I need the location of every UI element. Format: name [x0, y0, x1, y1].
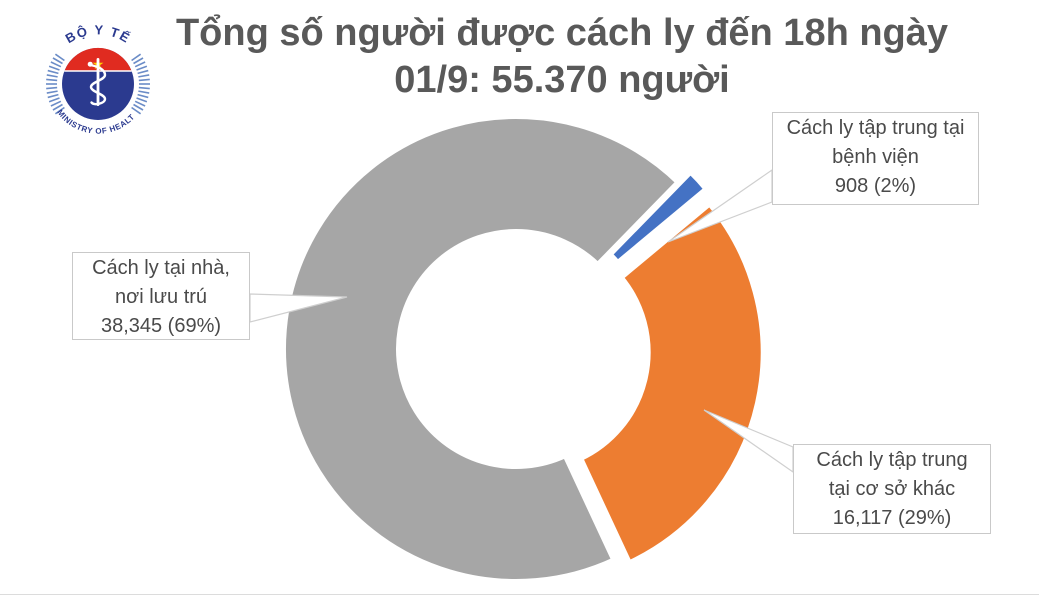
callout-value: 16,117 (29%): [832, 507, 952, 529]
logo-ray: [48, 65, 60, 71]
logo-ray: [50, 61, 62, 68]
donut-slice-0: [280, 113, 684, 585]
callout-label-home-quarantine: Cách ly tại nhà, nơi lưu trú 38,345 (69%…: [72, 252, 250, 340]
logo-ray: [138, 78, 150, 82]
logo-ray: [131, 53, 142, 62]
ministry-of-health-logo-icon: BỘ Y TẾ ★ MINISTRY OF HEALTH: [42, 22, 150, 136]
logo-ray: [134, 100, 146, 107]
logo-snake-icon: [88, 63, 107, 106]
logo-ray: [46, 86, 58, 90]
logo-ray: [48, 97, 60, 103]
logo-ray: [46, 90, 58, 94]
logo-ray: [138, 74, 150, 78]
logo-ray: [137, 93, 149, 99]
donut-slices: [280, 113, 767, 585]
logo-ray-burst: [46, 53, 150, 115]
logo-ray: [136, 65, 148, 71]
chart-title-line-2: 01/9: 55.370 người: [394, 59, 730, 101]
chart-title: Tổng số người được cách ly đến 18h ngày …: [85, 10, 1039, 104]
logo-ray: [136, 97, 148, 103]
logo-ray: [138, 86, 150, 90]
callout-line: Cách ly tập trung: [816, 449, 968, 471]
logo-ray: [54, 53, 65, 62]
logo-ray: [138, 90, 150, 94]
logo-ray: [47, 93, 59, 99]
callout-line: bệnh viện: [832, 146, 919, 168]
logo-ray: [131, 106, 142, 115]
callout-pointer-0: [249, 293, 348, 323]
callout-line: tại cơ sở khác: [828, 478, 956, 500]
callout-line: Cách ly tập trung tại: [786, 117, 965, 139]
callout-value: 908 (2%): [834, 175, 917, 197]
donut-slice-1: [605, 167, 712, 268]
callout-value: 38,345 (69%): [100, 315, 222, 337]
logo-ray: [133, 103, 144, 111]
logo-ray: [46, 74, 58, 78]
logo-snake-head: [87, 61, 93, 67]
logo-ray: [52, 103, 63, 111]
logo-ray: [52, 57, 63, 65]
logo-ray: [47, 69, 59, 75]
chart-title-line-1: Tổng số người được cách ly đến 18h ngày: [175, 12, 949, 54]
logo-ray: [50, 100, 62, 107]
logo-top-text: BỘ Y TẾ: [63, 22, 134, 46]
bottom-rule: [0, 594, 1039, 595]
callout-line: nơi lưu trú: [114, 286, 208, 308]
callout-label-hospital-quarantine: Cách ly tập trung tại bệnh viện 908 (2%): [772, 112, 979, 205]
callout-label-other-facility-quarantine: Cách ly tập trung tại cơ sở khác 16,117 …: [793, 444, 991, 534]
logo-ray: [133, 57, 144, 65]
donut-slice-2: [576, 198, 767, 568]
callout-pointers: [249, 168, 794, 474]
logo-ray: [46, 78, 58, 82]
logo-ray: [137, 69, 149, 75]
logo-ray: [134, 61, 146, 68]
callout-line: Cách ly tại nhà,: [92, 257, 230, 279]
logo-ray: [54, 106, 65, 115]
